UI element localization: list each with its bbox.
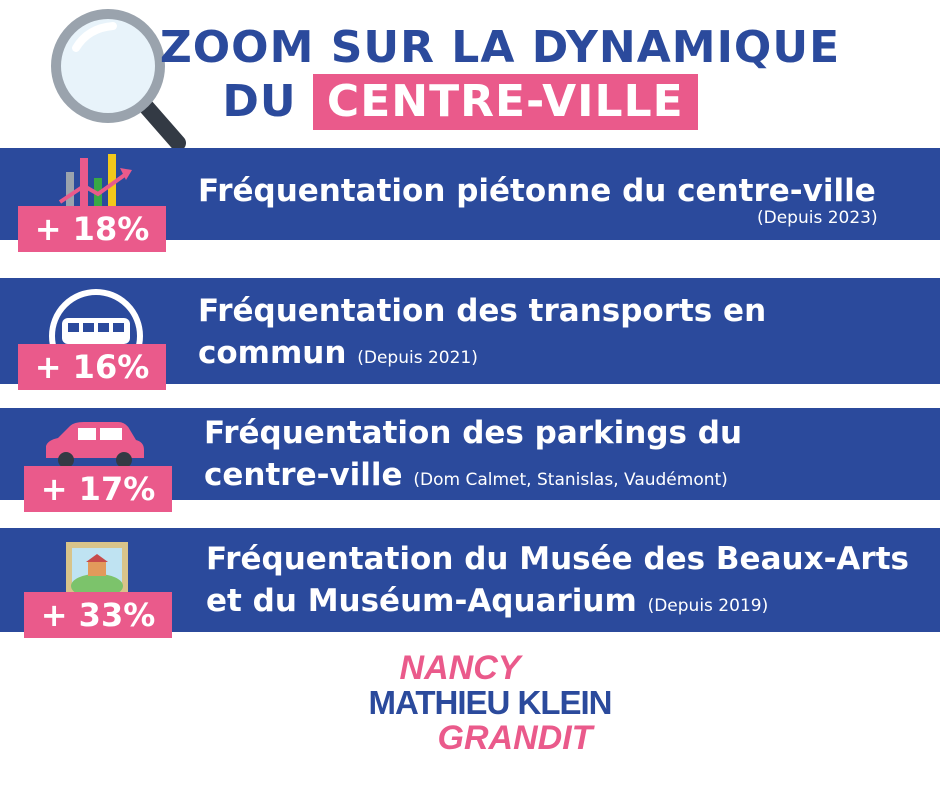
stat-title-parking: Fréquentation des parkings du centre-vil… <box>204 412 742 501</box>
painting-icon <box>66 542 128 596</box>
badge-parking: + 17% <box>24 466 172 512</box>
logo-line-1: NANCY <box>399 649 521 687</box>
badge-museum: + 33% <box>24 592 172 638</box>
campaign-logo: NANCY MATHIEU KLEIN GRANDIT <box>360 650 620 756</box>
stat-title-parking-line1: Fréquentation des parkings du <box>204 415 743 451</box>
stat-title-transport-line2: commun <box>198 335 347 371</box>
stat-title-museum: Fréquentation du Musée des Beaux-Arts et… <box>206 538 909 627</box>
stat-note-pedestrian: (Depuis 2023) <box>757 208 878 228</box>
stat-title-museum-line2: et du Muséum-Aquarium <box>206 583 637 619</box>
logo-line-2: MATHIEU KLEIN <box>368 684 612 721</box>
stat-note-parking: (Dom Calmet, Stanislas, Vaudémont) <box>413 470 728 490</box>
magnifier-icon <box>51 9 186 151</box>
stat-title-transport: Fréquentation des transports en commun (… <box>198 290 766 379</box>
badge-pedestrian: + 18% <box>18 206 166 252</box>
stat-note-transport: (Depuis 2021) <box>357 348 478 368</box>
title-prefix: DU <box>222 76 297 127</box>
page-title-line-1: ZOOM SUR LA DYNAMIQUE <box>159 22 841 73</box>
car-icon <box>46 422 144 468</box>
title-highlight: CENTRE-VILLE <box>312 74 698 130</box>
stat-note-museum: (Depuis 2019) <box>647 596 769 616</box>
bar-chart-icon <box>58 154 132 206</box>
page-title-line-2: DU CENTRE-VILLE <box>20 74 900 130</box>
stat-title-parking-line2: centre-ville <box>204 457 403 493</box>
bus-icon <box>49 289 143 354</box>
stat-title-pedestrian: Fréquentation piétonne du centre-ville <box>198 173 876 209</box>
logo-line-3: GRANDIT <box>437 719 593 757</box>
stat-title-transport-line1: Fréquentation des transports en <box>198 293 767 329</box>
stat-title-museum-line1: Fréquentation du Musée des Beaux-Arts <box>206 541 909 577</box>
badge-transport: + 16% <box>18 344 166 390</box>
